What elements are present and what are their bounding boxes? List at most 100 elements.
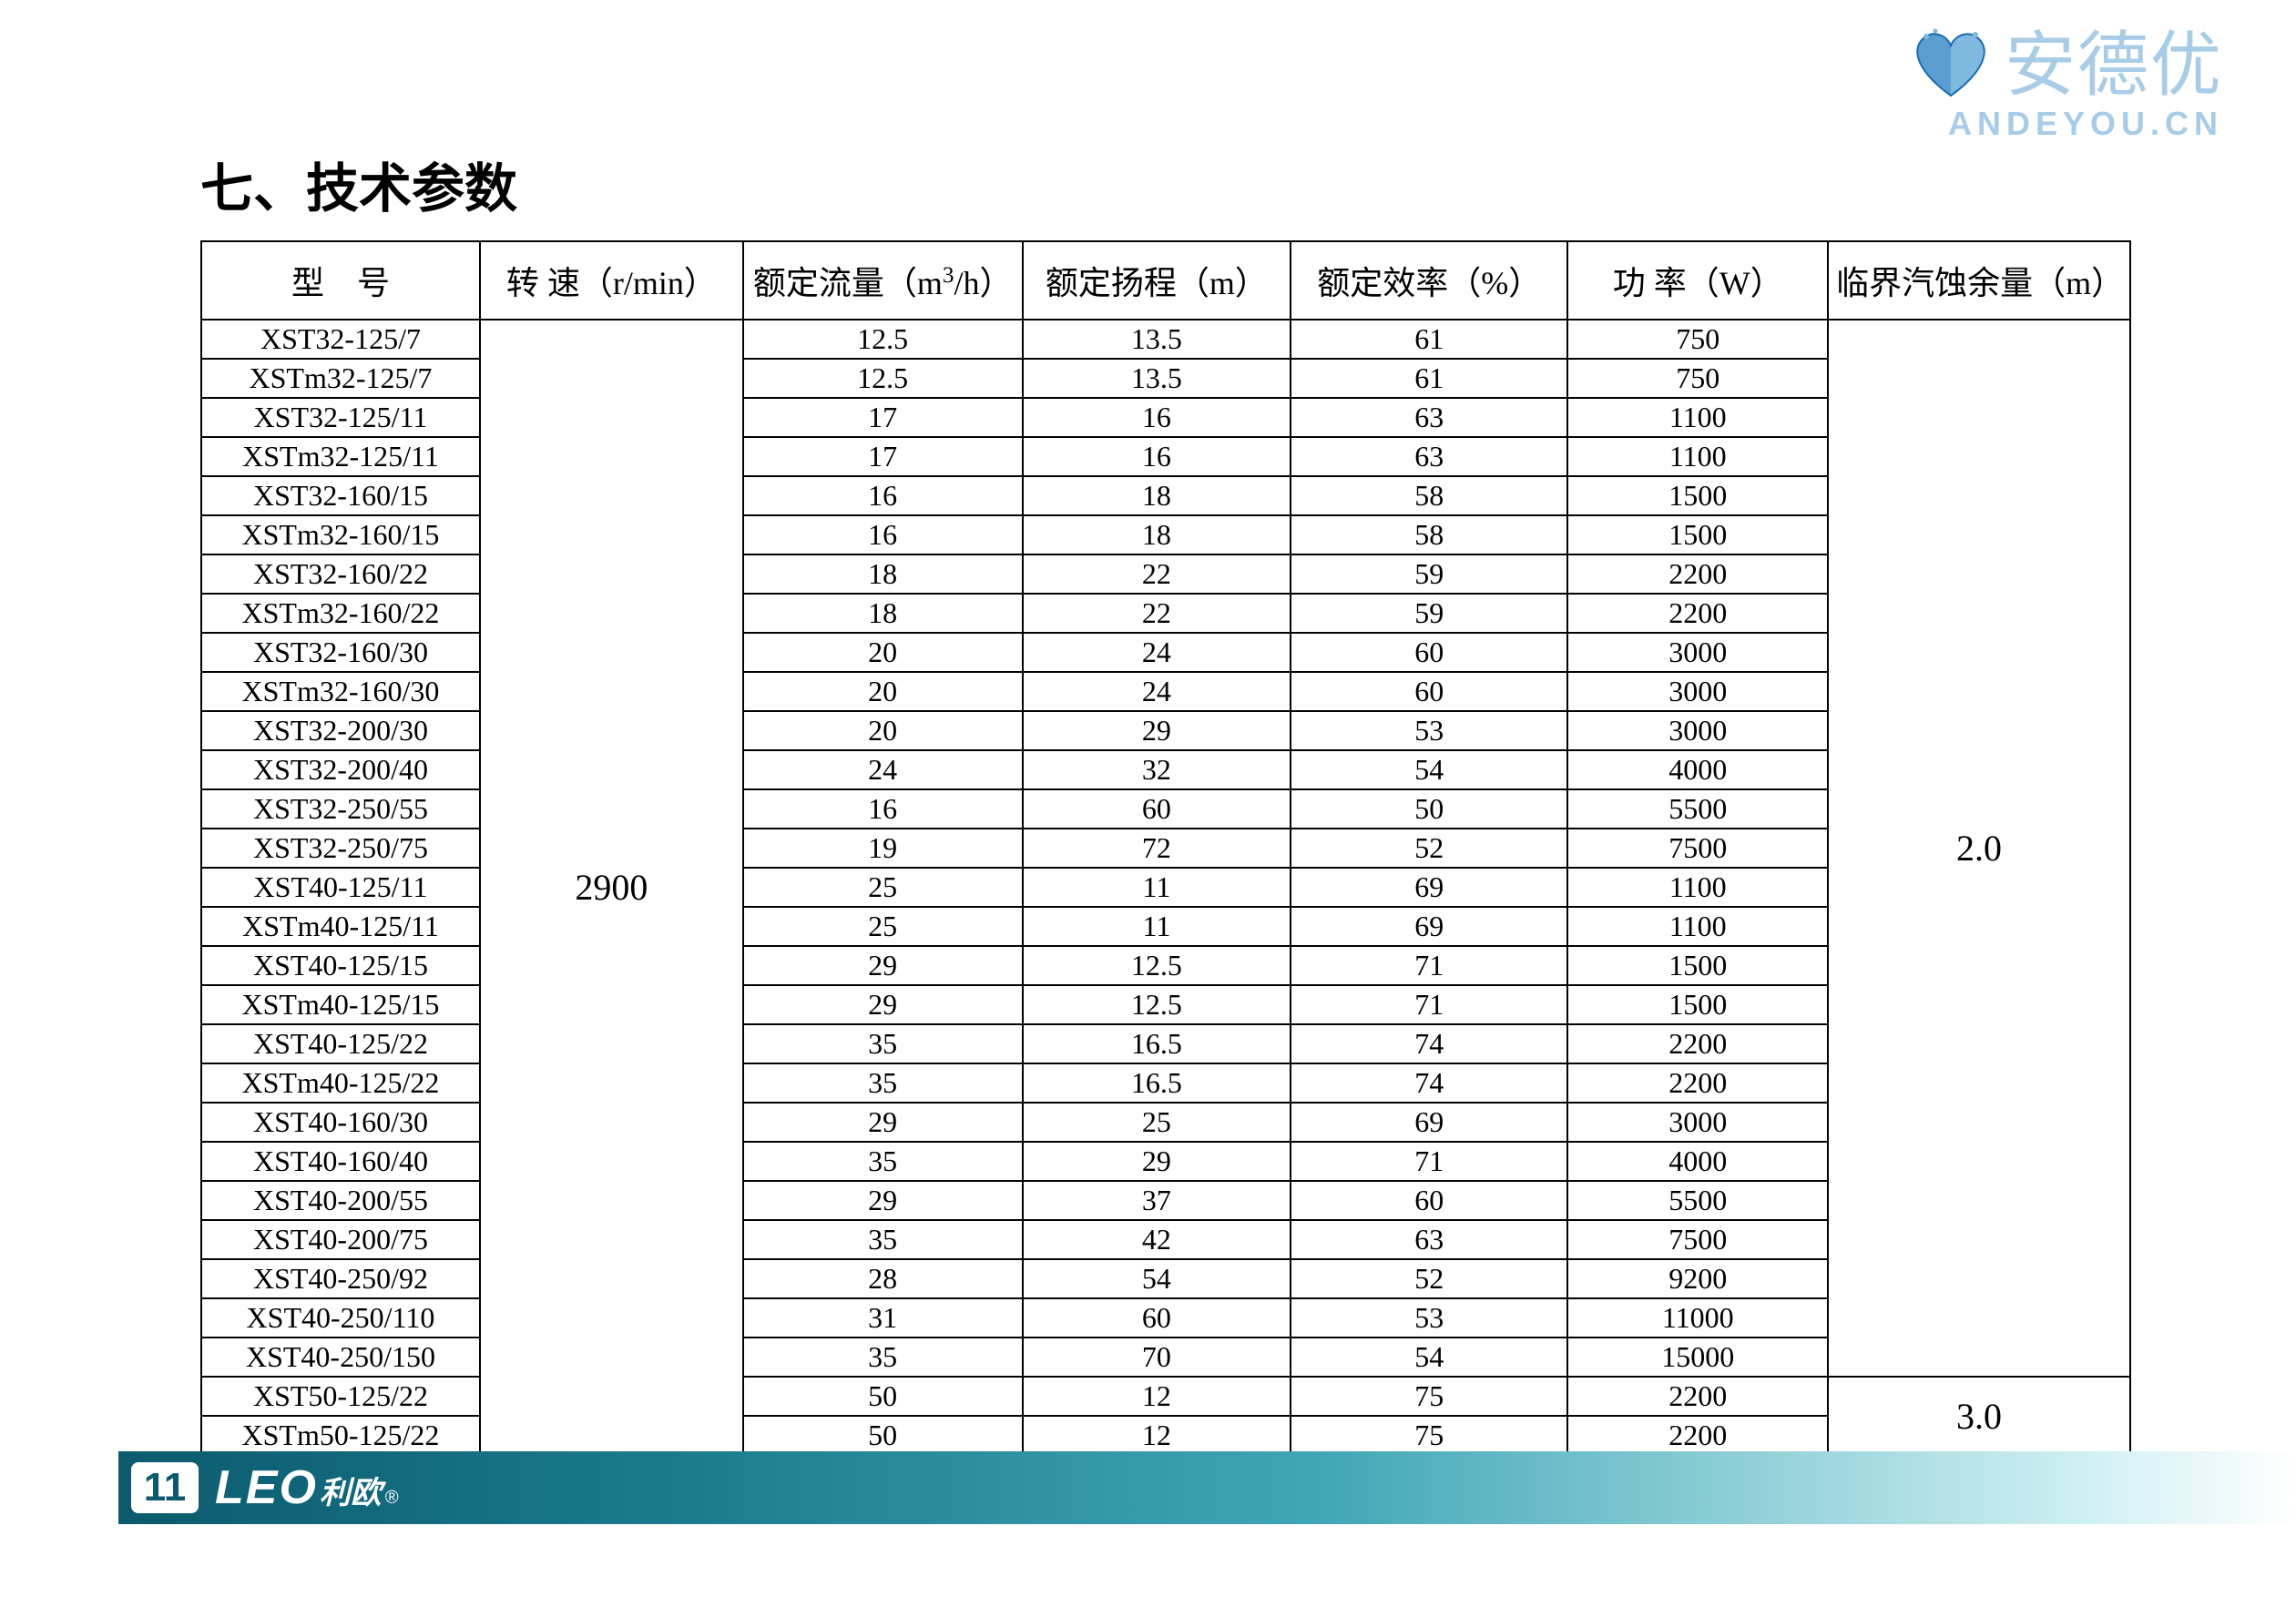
cell-power: 9200 (1567, 1259, 1828, 1298)
watermark-en: ANDEYOU.CN (1910, 107, 2223, 140)
cell-head: 16.5 (1023, 1063, 1291, 1103)
cell-power: 2200 (1567, 1024, 1828, 1063)
cell-model: XST32-160/15 (201, 476, 480, 515)
cell-head: 12.5 (1023, 985, 1291, 1024)
cell-head: 16 (1023, 398, 1291, 437)
spec-table: 型 号 转 速（r/min） 额定流量（m3/h） 额定扬程（m） 额定效率（%… (200, 240, 2131, 1456)
cell-head: 25 (1023, 1103, 1291, 1142)
cell-power: 2200 (1567, 1063, 1828, 1103)
cell-model: XST32-125/11 (201, 398, 480, 437)
cell-power: 2200 (1567, 594, 1828, 633)
cell-model: XSTm32-160/15 (201, 515, 480, 554)
cell-flow: 29 (743, 946, 1023, 985)
cell-eff: 54 (1291, 750, 1567, 789)
cell-power: 7500 (1567, 829, 1828, 868)
cell-power: 3000 (1567, 672, 1828, 711)
cell-flow: 35 (743, 1220, 1023, 1259)
cell-eff: 60 (1291, 672, 1567, 711)
cell-flow: 19 (743, 829, 1023, 868)
cell-flow: 20 (743, 711, 1023, 750)
cell-eff: 71 (1291, 946, 1567, 985)
cell-model: XSTm32-125/11 (201, 437, 480, 476)
cell-head: 12 (1023, 1377, 1291, 1416)
cell-flow: 20 (743, 633, 1023, 672)
col-eff: 额定效率（%） (1291, 241, 1567, 320)
cell-power: 1500 (1567, 476, 1828, 515)
cell-flow: 12.5 (743, 320, 1023, 359)
cell-eff: 60 (1291, 1181, 1567, 1220)
cell-model: XST40-200/55 (201, 1181, 480, 1220)
cell-power: 4000 (1567, 750, 1828, 789)
cell-power: 2200 (1567, 554, 1828, 594)
cell-eff: 69 (1291, 1103, 1567, 1142)
cell-flow: 35 (743, 1063, 1023, 1103)
col-head: 额定扬程（m） (1023, 241, 1291, 320)
cell-power: 3000 (1567, 1103, 1828, 1142)
cell-flow: 35 (743, 1338, 1023, 1377)
cell-flow: 17 (743, 398, 1023, 437)
cell-head: 16.5 (1023, 1024, 1291, 1063)
cell-model: XST40-250/110 (201, 1298, 480, 1338)
cell-model: XST40-125/22 (201, 1024, 480, 1063)
cell-flow: 18 (743, 554, 1023, 594)
cell-flow: 25 (743, 907, 1023, 946)
page-container: 安德优 ANDEYOU.CN 七、技术参数 型 号 转 速（r/min） 额定流… (0, 0, 2296, 1597)
cell-eff: 69 (1291, 868, 1567, 907)
cell-flow: 16 (743, 476, 1023, 515)
cell-head: 29 (1023, 711, 1291, 750)
cell-power: 4000 (1567, 1142, 1828, 1181)
cell-power: 1100 (1567, 437, 1828, 476)
cell-model: XSTm40-125/11 (201, 907, 480, 946)
cell-head: 24 (1023, 633, 1291, 672)
cell-flow: 29 (743, 1103, 1023, 1142)
footer-bar: 11 LEO 利欧 ® (118, 1451, 2296, 1524)
cell-flow: 25 (743, 868, 1023, 907)
cell-head: 29 (1023, 1142, 1291, 1181)
cell-model: XST32-250/75 (201, 829, 480, 868)
cell-model: XST32-160/22 (201, 554, 480, 594)
cell-power: 3000 (1567, 633, 1828, 672)
registered-icon: ® (385, 1488, 399, 1509)
cell-model: XST40-250/150 (201, 1338, 480, 1377)
cell-eff: 69 (1291, 907, 1567, 946)
cell-eff: 53 (1291, 711, 1567, 750)
heart-icon (1910, 27, 1992, 104)
cell-model: XSTm32-125/7 (201, 359, 480, 398)
cell-model: XST32-160/30 (201, 633, 480, 672)
col-npsh: 临界汽蚀余量（m） (1828, 241, 2130, 320)
cell-model: XSTm32-160/30 (201, 672, 480, 711)
cell-eff: 61 (1291, 320, 1567, 359)
cell-eff: 58 (1291, 476, 1567, 515)
cell-flow: 29 (743, 1181, 1023, 1220)
watermark: 安德优 ANDEYOU.CN (1910, 27, 2223, 140)
cell-model: XST32-200/40 (201, 750, 480, 789)
cell-model: XST40-125/11 (201, 868, 480, 907)
cell-eff: 71 (1291, 1142, 1567, 1181)
cell-power: 5500 (1567, 789, 1828, 829)
cell-flow: 18 (743, 594, 1023, 633)
cell-model: XST32-250/55 (201, 789, 480, 829)
cell-flow: 16 (743, 515, 1023, 554)
cell-power: 5500 (1567, 1181, 1828, 1220)
cell-power: 1500 (1567, 985, 1828, 1024)
cell-model: XSTm40-125/22 (201, 1063, 480, 1103)
cell-eff: 61 (1291, 359, 1567, 398)
cell-model: XST40-125/15 (201, 946, 480, 985)
cell-flow: 28 (743, 1259, 1023, 1298)
cell-model: XSTm40-125/15 (201, 985, 480, 1024)
cell-eff: 75 (1291, 1377, 1567, 1416)
cell-model: XST40-200/75 (201, 1220, 480, 1259)
cell-power: 2200 (1567, 1377, 1828, 1416)
cell-head: 32 (1023, 750, 1291, 789)
cell-model: XST50-125/22 (201, 1377, 480, 1416)
cell-head: 42 (1023, 1220, 1291, 1259)
cell-power: 1100 (1567, 868, 1828, 907)
cell-eff: 74 (1291, 1024, 1567, 1063)
cell-head: 11 (1023, 868, 1291, 907)
cell-flow: 24 (743, 750, 1023, 789)
leo-text: LEO (215, 1460, 318, 1515)
section-title: 七、技术参数 (200, 146, 2159, 222)
cell-flow: 35 (743, 1024, 1023, 1063)
col-model: 型 号 (201, 241, 480, 320)
cell-power: 2200 (1567, 1416, 1828, 1455)
